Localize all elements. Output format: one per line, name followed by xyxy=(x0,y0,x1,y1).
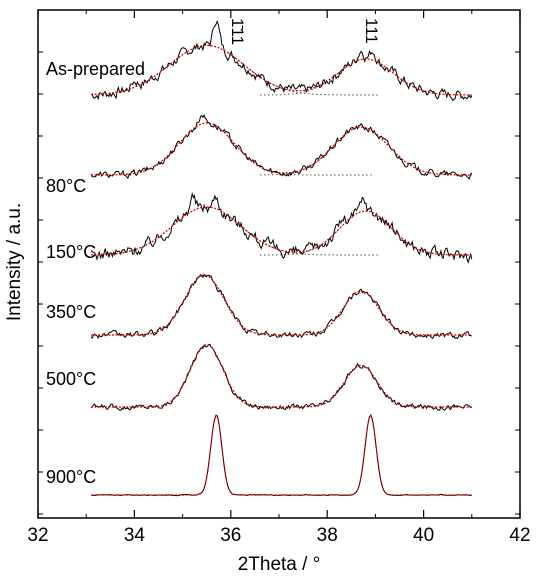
curve-label: 900°C xyxy=(46,467,96,487)
x-tick-label: 32 xyxy=(27,525,48,546)
measured-curve xyxy=(90,20,473,102)
x-tick-label: 34 xyxy=(124,525,146,546)
measured-curve xyxy=(90,343,472,411)
x-axis-title: 2Theta / ° xyxy=(238,554,321,575)
fit-curve xyxy=(91,274,472,336)
measured-curve xyxy=(90,414,472,497)
curve-label: 80°C xyxy=(46,176,86,196)
x-tick-label: 38 xyxy=(317,525,338,546)
curve-label: As-prepared xyxy=(46,59,145,79)
component-peak-2 xyxy=(260,137,342,176)
curve-label: 150°C xyxy=(46,242,96,262)
x-tick-label: 36 xyxy=(220,525,241,546)
peak-label: 111 xyxy=(362,18,381,44)
peak-labels: 1̄11 111 xyxy=(228,18,381,45)
axis-ticks xyxy=(37,10,521,518)
fit-curve xyxy=(91,413,472,496)
peak-label: 1̄11 xyxy=(228,18,247,45)
x-tick-label: 42 xyxy=(509,525,530,546)
fit-curve xyxy=(90,44,472,96)
fit-curve xyxy=(91,343,472,408)
curves xyxy=(90,20,473,497)
curve-label: 500°C xyxy=(46,369,96,389)
measured-curve xyxy=(90,273,473,340)
x-tick-labels: 32 34 36 38 40 42 xyxy=(27,525,530,546)
measured-curve xyxy=(90,191,473,264)
plot-frame xyxy=(37,9,521,519)
x-tick-label: 40 xyxy=(413,525,434,546)
y-axis-title: Intensity / a.u. xyxy=(4,203,25,321)
curve-label: 350°C xyxy=(46,302,96,322)
fit-curve xyxy=(91,122,472,176)
component-peak-1 xyxy=(227,135,375,176)
curve-labels: As-prepared 80°C 150°C 350°C 500°C 900°C xyxy=(46,59,145,487)
